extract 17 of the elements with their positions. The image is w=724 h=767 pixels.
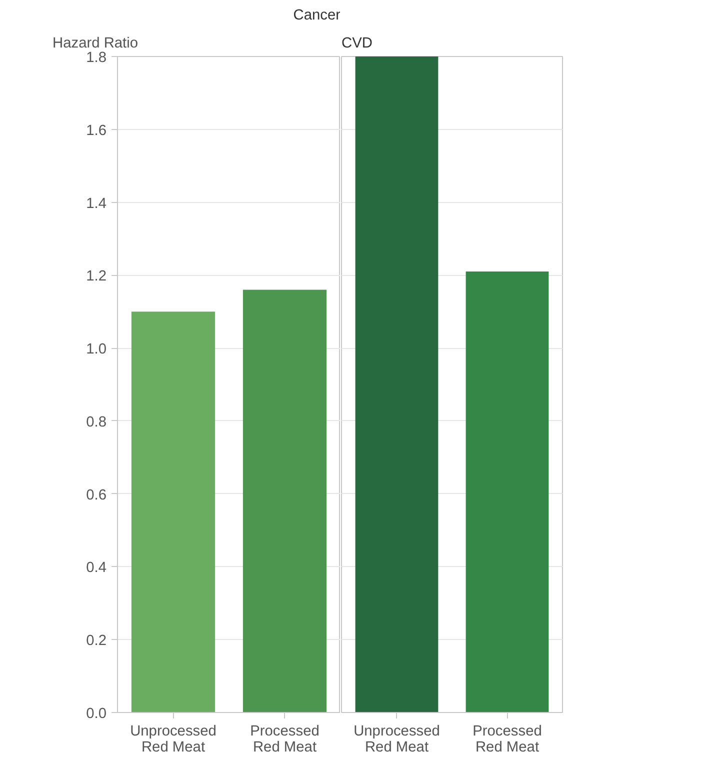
y-tick-label: 1.4 — [86, 196, 106, 212]
y-tick-label: 0.0 — [86, 706, 106, 722]
x-tick-label: Processed Red Meat — [472, 724, 542, 756]
x-tick-label: Processed Red Meat — [250, 724, 320, 756]
y-tick-label: 1.2 — [86, 268, 106, 285]
x-tick-label: Unprocessed Red Meat — [354, 724, 440, 756]
chart-title: CVD — [342, 36, 372, 52]
y-axis-title: Hazard Ratio — [52, 36, 138, 52]
y-tick-label: 1.6 — [86, 122, 106, 139]
chart-title: Cancer — [293, 8, 341, 24]
y-tick-label: 0.2 — [86, 633, 106, 650]
y-tick-label: 1.0 — [86, 342, 106, 358]
y-tick-label: 1.8 — [86, 50, 106, 66]
y-tick-label: 0.8 — [86, 414, 106, 430]
y-tick-label: 0.6 — [86, 487, 106, 504]
x-tick-label: Unprocessed Red Meat — [130, 724, 216, 756]
y-tick-label: 0.4 — [86, 560, 106, 576]
